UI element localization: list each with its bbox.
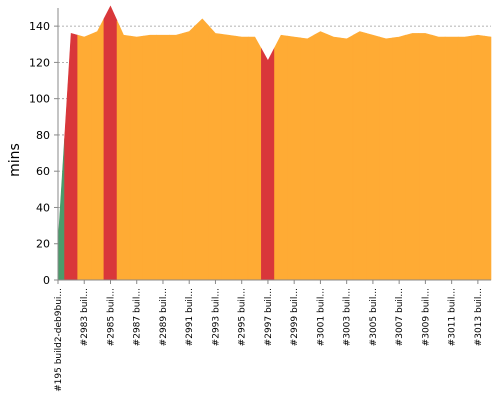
x-tick-label-9: #2999 buil... — [290, 288, 300, 346]
y-tick-label-120: 120 — [29, 56, 50, 69]
build-segment-28-unstable — [418, 33, 433, 281]
build-segment-15-unstable — [247, 36, 262, 281]
build-segment-19-unstable — [300, 34, 315, 281]
build-segment-3-unstable — [90, 18, 105, 281]
x-tick-label-15: #3011 buil... — [448, 288, 458, 346]
x-tick-label-3: #2987 buil... — [133, 288, 143, 346]
y-tick-label-40: 40 — [36, 201, 50, 214]
build-segment-1-failure — [64, 33, 78, 281]
build-segment-9-unstable — [169, 32, 183, 281]
y-axis-title: mins — [7, 143, 23, 177]
build-segment-32-unstable — [471, 34, 485, 281]
build-areas — [57, 5, 492, 281]
build-segment-31-unstable — [457, 35, 472, 281]
x-tick-label-4: #2989 buil... — [159, 288, 169, 346]
build-segment-21-unstable — [326, 33, 341, 281]
build-segment-10-unstable — [182, 24, 197, 281]
x-tick-label-0: #195 build2-deb9bui... — [54, 288, 64, 392]
build-segment-27-unstable — [405, 33, 420, 281]
build-segment-23-unstable — [352, 31, 367, 281]
x-tick-label-6: #2993 buil... — [211, 288, 221, 346]
x-tick-label-10: #3001 buil... — [316, 288, 326, 346]
build-segment-22-unstable — [339, 34, 354, 281]
build-segment-7-unstable — [142, 34, 157, 281]
build-segment-6-unstable — [129, 35, 144, 281]
build-segment-17-unstable — [274, 34, 288, 281]
x-tick-label-7: #2995 buil... — [238, 288, 248, 346]
build-segment-11-unstable — [195, 18, 210, 281]
build-segment-4-failure — [103, 5, 118, 281]
x-tick-label-5: #2991 buil... — [185, 288, 195, 346]
x-tick-label-13: #3007 buil... — [395, 288, 405, 346]
y-tick-label-140: 140 — [29, 20, 50, 33]
x-tick-label-1: #2983 buil... — [80, 288, 90, 346]
build-segment-18-unstable — [287, 35, 302, 281]
x-tick-labels: #195 build2-deb9bui... #2983 buil... #2985… — [54, 280, 484, 392]
x-tick-label-2: #2985 buil... — [106, 288, 116, 346]
build-segment-26-unstable — [392, 34, 407, 281]
build-segment-33-unstable — [484, 35, 492, 281]
build-segment-14-unstable — [234, 35, 249, 281]
y-tick-label-100: 100 — [29, 93, 50, 106]
y-tick-label-0: 0 — [43, 274, 50, 287]
build-segment-8-unstable — [156, 34, 170, 281]
build-segment-20-unstable — [313, 31, 328, 281]
y-tick-label-20: 20 — [36, 238, 50, 251]
build-segment-2-unstable — [77, 33, 92, 281]
build-segment-5-unstable — [116, 20, 131, 281]
build-segment-12-unstable — [208, 25, 223, 281]
axes — [57, 8, 491, 281]
build-segment-30-unstable — [444, 36, 459, 281]
build-segment-25-unstable — [379, 36, 393, 281]
x-tick-label-16: #3013 buil... — [474, 288, 484, 346]
build-segment-13-unstable — [221, 33, 236, 281]
build-segment-0-success — [57, 138, 65, 281]
x-tick-label-14: #3009 buil... — [421, 288, 431, 346]
y-tick-label-80: 80 — [36, 129, 50, 142]
build-segment-24-unstable — [366, 32, 380, 281]
x-tick-label-8: #2997 buil... — [264, 288, 274, 346]
build-segment-29-unstable — [431, 34, 446, 281]
x-tick-label-12: #3005 buil... — [369, 288, 379, 346]
y-tick-labels: 0 20 40 60 80 100 120 140 — [29, 20, 58, 287]
x-tick-label-11: #3003 buil... — [343, 288, 353, 346]
y-tick-label-60: 60 — [36, 165, 50, 178]
build-segment-16-failure — [261, 47, 275, 281]
